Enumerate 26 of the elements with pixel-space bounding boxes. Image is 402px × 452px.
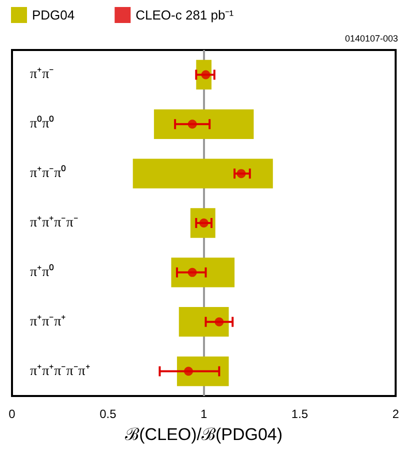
point — [214, 317, 224, 326]
y-tick-label: π⁺π⁺π⁻π⁻ — [30, 216, 78, 230]
bar — [176, 356, 229, 386]
y-tick-label: π⁺π⁻ — [30, 67, 54, 82]
bar — [154, 109, 254, 139]
y-tick-label: π⁺π⁺π⁻π⁻π⁺ — [30, 364, 90, 379]
point — [236, 169, 246, 178]
text: 0140107-003 — [344, 34, 398, 44]
x-tick-label: 0.5 — [100, 407, 117, 421]
x-tick-label: 1 — [200, 407, 208, 421]
y-tick-label: π⁺π⁻π⁺ — [30, 314, 66, 330]
y-tick-label: π⁺π⁰ — [30, 264, 54, 280]
point — [188, 120, 197, 129]
x-tick-label: 0 — [8, 407, 16, 421]
x-tick-label: 2 — [392, 407, 400, 421]
y-tick-label: π⁰π⁰ — [30, 116, 54, 132]
bar — [171, 258, 235, 288]
bar — [178, 307, 229, 337]
point — [184, 366, 193, 376]
x-tick-label: 1.5 — [291, 407, 308, 421]
legend-label: CLEO-c 281 pb⁻¹ — [136, 8, 234, 22]
y-tick-label: π⁺π⁻π⁰ — [30, 165, 66, 182]
point — [188, 268, 197, 277]
bar — [132, 158, 273, 188]
legend-label: PDG04 — [32, 8, 75, 22]
x-axis-title: ℬ(CLEO)/ℬ(PDG04) — [125, 425, 283, 444]
